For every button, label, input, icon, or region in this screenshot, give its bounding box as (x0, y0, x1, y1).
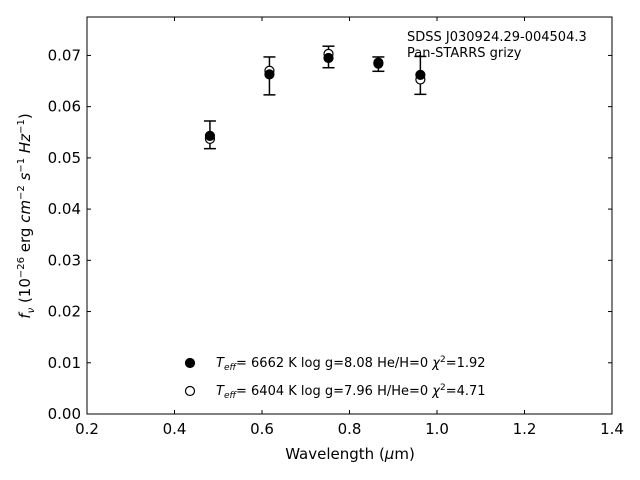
x-tick-label: 0.2 (75, 420, 99, 438)
point-filled (415, 69, 426, 80)
x-tick-label: 1.4 (600, 420, 624, 438)
point-filled (323, 52, 334, 64)
axis-ticks: 0.2 0.4 0.6 0.8 1.0 1.2 1.4 0.00 0.01 0.02 0.03 0.0… (48, 17, 624, 438)
legend-marker-open (184, 385, 196, 397)
x-axis-label: Wavelength (μm) (285, 445, 415, 463)
annotation-survey: Pan-STARRS grizy (407, 46, 522, 61)
plot-frame (86, 16, 613, 415)
y-tick-label: 0.01 (48, 354, 81, 372)
annotation-object-name: SDSS J030924.29-004504.3 (407, 30, 587, 45)
x-tick-label: 1.2 (513, 420, 537, 438)
y-tick-label: 0.04 (48, 200, 81, 218)
x-tick-label: 0.4 (163, 420, 187, 438)
point-filled (264, 69, 275, 80)
point-filled (204, 130, 216, 141)
y-tick-label: 0.00 (48, 405, 81, 423)
x-tick-label: 0.6 (250, 420, 274, 438)
y-tick-label: 0.03 (48, 251, 81, 269)
point-filled (373, 58, 384, 69)
legend-entry-2: Teff= 6404 K log g=7.96 H/He=0 χ2=4.71 (216, 383, 486, 401)
y-tick-label: 0.06 (48, 98, 81, 116)
y-axis-label: fν (10−26 erg cm−2 s−1 Hz−1) (16, 113, 37, 318)
legend-marker-filled (184, 357, 196, 369)
x-tick-label: 0.8 (338, 420, 362, 438)
error-bars (203, 45, 427, 150)
legend-entry-1: Teff= 6662 K log g=8.08 He/H=0 χ2=1.92 (216, 355, 486, 373)
x-tick-label: 1.0 (425, 420, 449, 438)
y-tick-label: 0.07 (48, 46, 81, 64)
y-tick-label: 0.02 (48, 303, 81, 321)
data-points (204, 48, 426, 145)
legend: Teff= 6662 K log g=8.08 He/H=0 χ2=1.92 T… (184, 355, 486, 401)
y-tick-label: 0.05 (48, 149, 81, 167)
